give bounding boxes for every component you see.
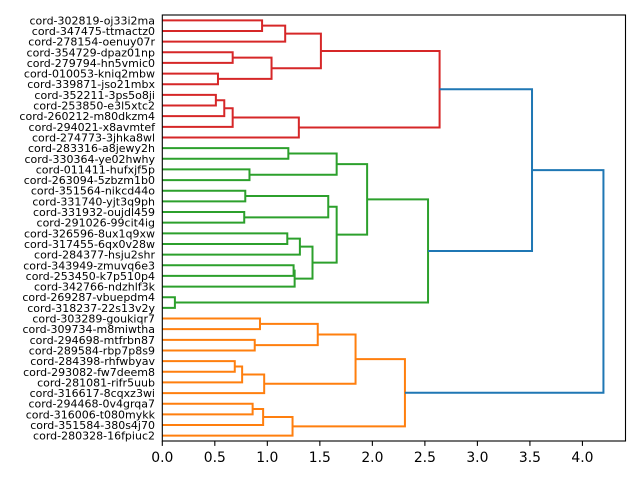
x-tick-label: 0.0	[151, 450, 173, 466]
leaf-label: cord-352211-3ps5o8ji	[34, 89, 155, 102]
leaf-label: cord-289584-rbp7p8s9	[29, 344, 155, 357]
leaf-label: cord-354729-dpaz01np	[27, 46, 155, 59]
leaf-label: cord-331740-yjt3q9ph	[32, 195, 155, 208]
dendrogram-link	[404, 169, 605, 394]
leaf-label: cord-339871-jso21mbx	[27, 78, 155, 91]
leaf-label: cord-269287-vbuepdm4	[22, 291, 155, 304]
leaf-label: cord-281081-rifr5uub	[37, 376, 155, 389]
dendrogram-links	[162, 19, 605, 437]
leaf-label: cord-294021-x8avmtef	[29, 121, 157, 134]
leaf-label: cord-284377-hsju2shr	[34, 249, 155, 262]
leaf-label: cord-284398-rhfwbyav	[30, 355, 155, 368]
x-tick-label: 0.5	[204, 450, 226, 466]
leaf-label: cord-253450-k7p510p4	[26, 270, 155, 283]
leaf-label: cord-330364-ye02hwhy	[24, 153, 155, 166]
leaf-label: cord-279794-hn5vmic0	[27, 57, 155, 70]
leaf-label: cord-326596-8ux1q9xw	[24, 227, 155, 240]
leaf-label: cord-351564-nikcd44o	[31, 185, 155, 198]
leaf-label: cord-309734-m8miwtha	[22, 323, 155, 336]
leaf-label: cord-280328-16fpiuc2	[33, 430, 155, 443]
leaf-label: cord-274773-3jhka8wl	[32, 131, 155, 144]
leaf-label: cord-294698-mtfrbn87	[30, 334, 155, 347]
x-tick-label: 1.0	[256, 450, 278, 466]
leaf-label: cord-351584-380s4j70	[30, 419, 155, 432]
leaf-label: cord-291026-99cit4ig	[37, 217, 155, 230]
leaf-label: cord-342766-ndzhlf3k	[34, 281, 156, 294]
leaf-label: cord-253850-e3l5xtc2	[33, 100, 155, 113]
leaf-labels: cord-302819-oj33i2macord-347475-ttmactz0…	[19, 14, 156, 442]
x-axis: 0.0 0.5 1.0 1.5 2.0 2.5 3.0 3.5 4.0	[151, 441, 593, 466]
x-tick-label: 4.0	[571, 450, 593, 466]
leaf-label: cord-278154-oenuy07r	[28, 36, 155, 49]
leaf-label: cord-263094-5zbzm1b0	[24, 174, 155, 187]
leaf-label: cord-316006-t080mykk	[26, 408, 156, 421]
x-tick-label: 2.0	[361, 450, 383, 466]
leaf-label: cord-343949-zmuvq6e3	[23, 259, 155, 272]
leaf-label: cord-317455-6qx0v28w	[24, 238, 155, 251]
leaf-label: cord-010053-kniq2mbw	[24, 68, 155, 81]
leaf-label: cord-318237-22s13v2y	[27, 302, 155, 315]
x-tick-label: 3.0	[466, 450, 488, 466]
leaf-label: cord-347475-ttmactz0	[32, 25, 155, 38]
leaf-label: cord-260212-m80dkzm4	[19, 110, 155, 123]
leaf-label: cord-011411-hufxjf5p	[36, 163, 155, 176]
leaf-label: cord-331932-oujdl459	[33, 206, 155, 219]
leaf-label: cord-302819-oj33i2ma	[29, 14, 155, 27]
x-tick-label: 1.5	[309, 450, 331, 466]
x-tick-label: 2.5	[414, 450, 436, 466]
x-tick-label: 3.5	[519, 450, 541, 466]
leaf-label: cord-316617-8cqxz3wi	[30, 387, 155, 400]
leaf-label: cord-293082-fw7deem8	[23, 366, 155, 379]
leaf-label: cord-303289-goukiqr7	[32, 313, 155, 326]
axes-frame	[161, 14, 627, 442]
leaf-label: cord-294468-0v4grqa7	[28, 398, 155, 411]
leaf-label: cord-283316-a8jewy2h	[28, 142, 155, 155]
